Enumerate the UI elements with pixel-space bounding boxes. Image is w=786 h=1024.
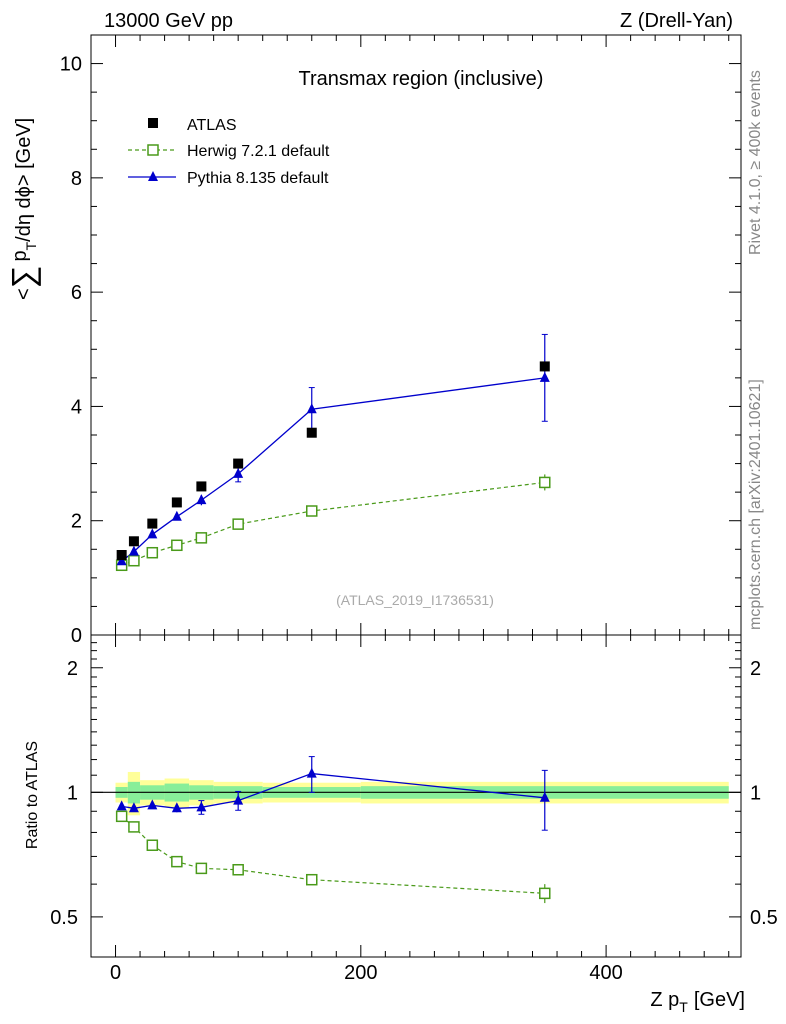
ratio-data-marks (115, 756, 551, 904)
bottom-axis-ticks (91, 635, 741, 958)
top-y-tick-label: 2 (71, 511, 82, 533)
ratio-y-tick-labels: 0.5 0.5 1 1 2 2 (50, 658, 778, 929)
ratio-herwig-point (128, 821, 140, 833)
ratio-herwig-point (306, 873, 318, 886)
ratio-y-tick-label-right: 0.5 (750, 907, 778, 929)
ratio-y-tick-label: 2 (67, 658, 78, 680)
herwig-point (232, 518, 244, 530)
ratio-herwig-point (146, 839, 159, 851)
herwig-point (306, 505, 318, 517)
ylabel-rest: /dη dϕ> [GeV] (13, 118, 35, 242)
ylabel-open: < (13, 288, 35, 300)
legend-herwig-label: Herwig 7.2.1 default (187, 143, 330, 160)
pythia-line (121, 377, 545, 562)
ratio-plot-frame (90, 634, 742, 958)
ratio-herwig-point (115, 810, 128, 823)
top-y-axis-label: <∑ pT/dη dϕ> [GeV] (5, 118, 41, 300)
pythia-point (233, 467, 244, 478)
header-process: Z (Drell-Yan) (620, 10, 733, 32)
legend-pythia-label: Pythia 8.135 default (187, 170, 329, 187)
ratio-plot-panel: 0.5 0.5 1 1 2 2 0 200 400 Ratio to ATLAS Z pT [G… (24, 634, 778, 1015)
atlas-point (128, 536, 139, 547)
atlas-point (171, 497, 182, 508)
plot-title: Transmax region (inclusive) (299, 68, 544, 90)
x-tick-label: 0 (110, 962, 121, 984)
herwig-line (121, 481, 545, 566)
legend-pythia-marker (148, 171, 158, 181)
herwig-point (146, 546, 159, 559)
ratio-herwig-point (232, 863, 244, 876)
ratio-y-tick-label: 1 (67, 782, 78, 804)
rivet-label: Rivet 4.1.0, ≥ 400k events (747, 70, 764, 255)
x-axis-label: Z pT [GeV] (650, 989, 745, 1015)
ratio-herwig-point (539, 887, 551, 900)
analysis-watermark: (ATLAS_2019_I1736531) (336, 592, 494, 608)
main-plot-panel: 0 2 4 6 8 10 Transmax region (inclusive) (ATL… (5, 34, 742, 647)
ratio-pythia-point (128, 802, 139, 813)
pythia-point (539, 371, 550, 382)
pythia-point (196, 494, 207, 505)
atlas-point (233, 458, 244, 469)
herwig-point (195, 532, 208, 544)
xlabel-sub-t: T (679, 999, 688, 1015)
top-y-tick-label: 10 (60, 54, 82, 76)
legend-atlas-label: ATLAS (187, 117, 237, 134)
atlas-point (116, 550, 127, 560)
ylabel-sum: ∑ (5, 266, 41, 289)
ratio-y-tick-label: 0.5 (50, 907, 78, 929)
top-data-marks (115, 333, 551, 572)
header-energy: 13000 GeV pp (104, 10, 233, 32)
ratio-herwig-line (121, 815, 545, 894)
ratio-pythia-point (306, 767, 317, 778)
atlas-point (539, 361, 550, 372)
top-y-tick-label: 4 (71, 396, 82, 418)
pythia-point (147, 528, 158, 539)
atlas-point (147, 518, 158, 529)
legend: ATLAS Herwig 7.2.1 default Pythia 8.135 … (128, 117, 330, 187)
herwig-point (171, 539, 183, 552)
atlas-point (196, 481, 207, 492)
mcplots-label: mcplots.cern.ch [arXiv:2401.10621] (747, 379, 764, 630)
x-tick-labels: 0 200 400 (110, 962, 623, 984)
ratio-pythia-point (196, 801, 207, 812)
x-tick-label: 200 (344, 962, 377, 984)
pythia-point (128, 545, 139, 556)
top-y-tick-labels: 0 2 4 6 8 10 (60, 54, 82, 647)
ratio-herwig-point (171, 855, 183, 868)
x-tick-label: 400 (589, 962, 622, 984)
ratio-pythia-point (147, 799, 158, 810)
top-y-tick-label: 8 (71, 168, 82, 190)
legend-atlas-marker (148, 118, 158, 128)
ratio-pythia-point (539, 791, 550, 802)
ratio-uncertainty-bands (91, 771, 741, 816)
top-y-tick-label: 6 (71, 282, 82, 304)
ratio-y-tick-label-right: 1 (750, 782, 761, 804)
atlas-point (306, 427, 317, 438)
herwig-point (128, 554, 140, 567)
pythia-point (116, 555, 127, 566)
ratio-y-tick-label-right: 2 (750, 658, 761, 680)
ratio-y-axis-label: Ratio to ATLAS (24, 741, 41, 849)
ratio-pythia-line (121, 772, 545, 809)
pythia-point (306, 403, 317, 414)
ratio-pythia-point (116, 800, 127, 811)
pythia-point (171, 510, 182, 521)
xlabel-z: Z p (650, 989, 679, 1011)
ratio-herwig-point (195, 862, 208, 875)
herwig-point (539, 476, 551, 489)
ratio-pythia-point (233, 794, 244, 805)
ylabel-sub-t: T (23, 241, 39, 250)
top-axis-ticks (91, 34, 741, 636)
ylabel-p: p (9, 250, 31, 261)
legend-herwig-marker (147, 144, 159, 156)
ratio-pythia-point (171, 802, 182, 813)
top-y-tick-label: 0 (71, 625, 82, 647)
xlabel-unit: [GeV] (694, 989, 745, 1011)
